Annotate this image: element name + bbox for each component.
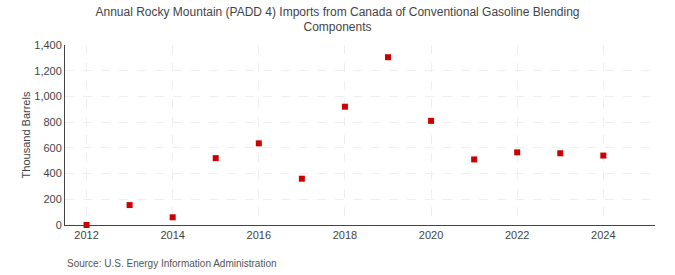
svg-text:Source: U.S. Energy Informatio: Source: U.S. Energy Information Administ… <box>67 258 277 269</box>
svg-text:2014: 2014 <box>160 229 184 241</box>
svg-text:2022: 2022 <box>505 229 529 241</box>
svg-text:2020: 2020 <box>419 229 443 241</box>
svg-text:1,400: 1,400 <box>34 39 62 51</box>
svg-text:Thousand Barrels: Thousand Barrels <box>20 91 32 178</box>
svg-text:Annual Rocky Mountain (PADD 4): Annual Rocky Mountain (PADD 4) Imports f… <box>95 5 579 35</box>
svg-text:0: 0 <box>56 219 62 231</box>
svg-text:2018: 2018 <box>333 229 357 241</box>
svg-text:400: 400 <box>43 167 61 179</box>
svg-text:200: 200 <box>43 193 61 205</box>
svg-text:2016: 2016 <box>247 229 271 241</box>
svg-text:1,200: 1,200 <box>34 65 62 77</box>
svg-text:1,000: 1,000 <box>34 90 62 102</box>
svg-text:800: 800 <box>43 116 61 128</box>
svg-text:2024: 2024 <box>591 229 615 241</box>
svg-text:2012: 2012 <box>74 229 98 241</box>
svg-text:600: 600 <box>43 142 61 154</box>
